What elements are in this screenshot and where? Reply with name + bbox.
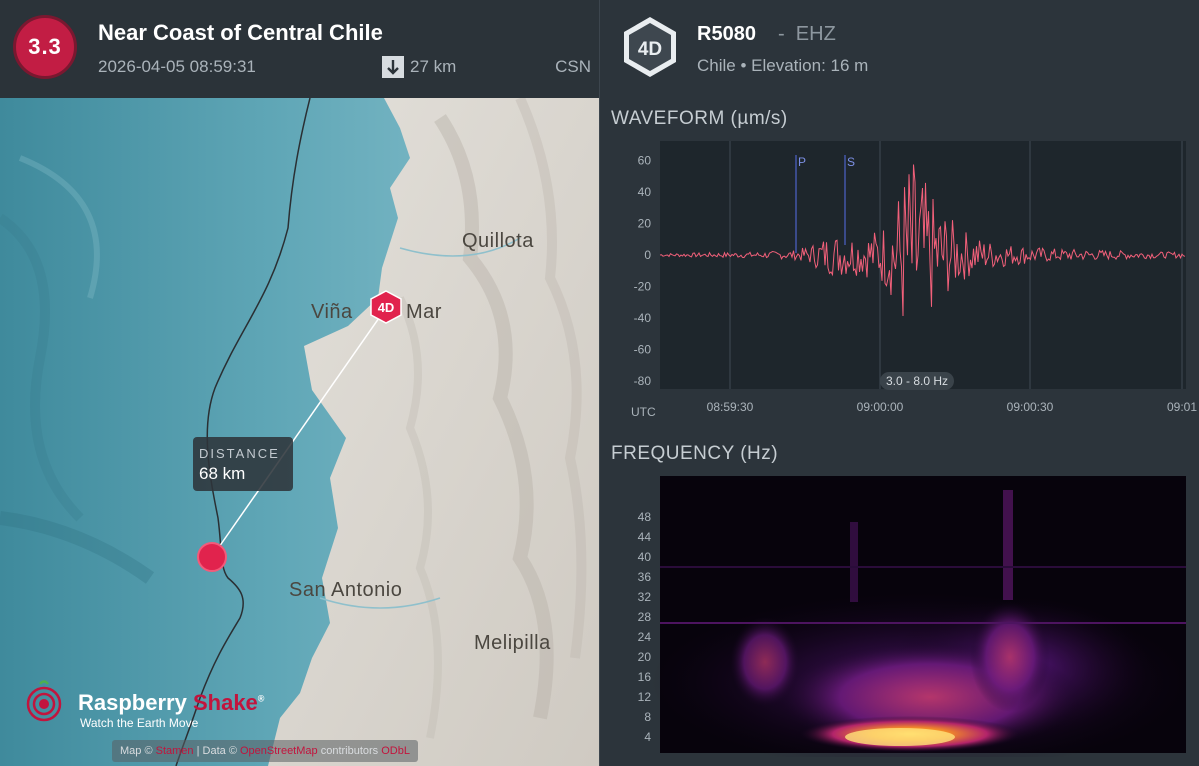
waveform-x-tick: 08:59:30	[707, 400, 754, 414]
waveform-y-tick: 0	[644, 248, 651, 262]
event-header: 3.3 Near Coast of Central Chile 2026-04-…	[0, 0, 599, 98]
osm-link[interactable]: OpenStreetMap	[239, 745, 318, 757]
map-attribution: Map © Stamen | Data © OpenStreetMap cont…	[112, 740, 418, 762]
spectrogram-y-tick: 24	[638, 630, 652, 644]
city-san-antonio: San Antonio	[289, 579, 403, 601]
spectrogram-y-tick: 4	[644, 730, 651, 744]
waveform-title: WAVEFORM (µm/s)	[611, 108, 788, 129]
waveform-y-tick: -80	[634, 374, 652, 388]
station-location: Chile • Elevation: 16 m	[697, 56, 869, 75]
brand-name: Raspberry Shake®	[78, 690, 265, 715]
waveform-chart[interactable]: 60 40 20 0 -20 -40 -60 -80 08:59:30 09:00:00 09:0…	[600, 135, 1199, 420]
raspberry-shake-logo: Raspberry Shake® Watch the Earth Move	[22, 676, 264, 730]
stamen-link[interactable]: Stamen	[155, 745, 194, 757]
event-title: Near Coast of Central Chile	[98, 20, 383, 45]
waveform-y-tick: -40	[634, 311, 652, 325]
waveform-trace	[659, 164, 1186, 317]
station-badge: 4D	[624, 17, 676, 77]
spectrogram-y-tick: 32	[638, 590, 652, 604]
brand-tagline: Watch the Earth Move	[80, 716, 199, 730]
spectrogram-y-tick: 44	[638, 530, 652, 544]
magnitude-badge: 3.3	[13, 15, 77, 79]
spectrogram-chart[interactable]: 48 44 40 36 32 28 24 20 16 12 8 4	[600, 472, 1199, 757]
waveform-y-tick: -20	[634, 280, 652, 294]
map-view[interactable]: 4D Quillota Viña Mar San Antonio Melipil…	[0, 98, 599, 766]
spectrogram-y-tick: 40	[638, 550, 652, 564]
waveform-y-tick: -60	[634, 343, 652, 357]
event-agency: CSN	[555, 57, 591, 76]
s-arrival-label: S	[847, 155, 855, 169]
frequency-title: FREQUENCY (Hz)	[611, 443, 779, 464]
map-canvas: 4D	[0, 98, 599, 766]
raspberry-logo-icon	[26, 680, 62, 722]
spectrogram-y-tick: 48	[638, 510, 652, 524]
magnitude-value: 3.3	[28, 34, 62, 59]
depth-arrow-icon	[382, 56, 404, 78]
distance-line	[211, 307, 387, 558]
waveform-x-tick: 09:00:30	[1007, 400, 1054, 414]
spectrogram-y-tick: 8	[644, 710, 651, 724]
city-vina: Viña	[311, 301, 353, 323]
spectrogram-y-tick: 16	[638, 670, 652, 684]
event-depth: 27 km	[410, 57, 457, 76]
waveform-y-tick: 60	[638, 154, 652, 168]
city-melipilla: Melipilla	[474, 632, 551, 654]
waveform-x-tick: 09:01	[1167, 400, 1197, 414]
odbl-link[interactable]: ODbL	[381, 745, 410, 757]
station-marker-label: 4D	[378, 300, 395, 315]
spectrogram-y-tick: 36	[638, 570, 652, 584]
spectrogram-y-tick: 20	[638, 650, 652, 664]
station-marker[interactable]	[370, 290, 402, 324]
filter-band-tag: 3.0 - 8.0 Hz	[880, 372, 955, 390]
waveform-y-tick: 20	[638, 217, 652, 231]
station-name: R5080	[697, 23, 756, 45]
epicenter-marker[interactable]	[197, 542, 227, 572]
waveform-tz-label: UTC	[631, 405, 656, 419]
event-time: 2026-04-05 08:59:31	[98, 57, 256, 76]
distance-box: DISTANCE 68 km	[193, 437, 293, 491]
distance-value: 68 km	[199, 464, 246, 483]
spectrogram-y-tick: 12	[638, 690, 652, 704]
spectrogram-y-tick: 28	[638, 610, 652, 624]
city-mar: Mar	[406, 301, 442, 323]
event-panel: 3.3 Near Coast of Central Chile 2026-04-…	[0, 0, 599, 766]
waveform-x-tick: 09:00:00	[857, 400, 904, 414]
waveform-y-tick: 40	[638, 185, 652, 199]
station-badge-label: 4D	[638, 39, 662, 60]
distance-title: DISTANCE	[199, 446, 280, 461]
station-channel: - EHZ	[778, 23, 836, 45]
panel-divider	[599, 0, 600, 766]
city-quillota: Quillota	[462, 230, 534, 252]
p-arrival-label: P	[798, 155, 806, 169]
